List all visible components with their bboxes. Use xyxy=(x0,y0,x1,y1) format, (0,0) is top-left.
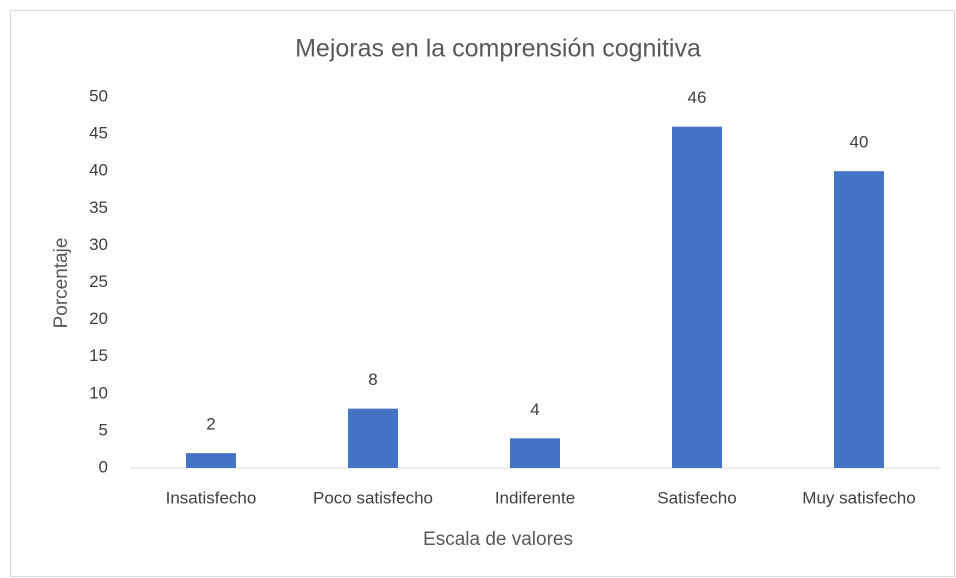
bar xyxy=(186,453,236,468)
y-tick-label: 30 xyxy=(89,235,108,254)
x-tick-label: Muy satisfecho xyxy=(802,488,915,507)
data-label: 46 xyxy=(688,88,707,107)
y-tick-label: 25 xyxy=(89,272,108,291)
chart-border xyxy=(10,10,955,577)
data-label: 8 xyxy=(368,370,377,389)
y-axis-title: Porcentaje xyxy=(51,238,72,329)
x-tick-label: Indiferente xyxy=(495,488,575,507)
x-tick-label: Insatisfecho xyxy=(166,488,257,507)
x-tick-label: Poco satisfecho xyxy=(313,488,433,507)
data-label: 2 xyxy=(206,415,215,434)
bar xyxy=(510,438,560,468)
y-tick-label: 50 xyxy=(89,86,108,105)
y-tick-label: 15 xyxy=(89,346,108,365)
y-tick-label: 45 xyxy=(89,124,108,143)
y-tick-label: 5 xyxy=(99,420,108,439)
y-tick-label: 10 xyxy=(89,383,108,402)
chart-title: Mejoras en la comprensión cognitiva xyxy=(295,35,701,63)
x-axis-title: Escala de valores xyxy=(423,529,573,550)
data-label: 4 xyxy=(530,400,539,419)
bar xyxy=(834,171,884,468)
y-tick-label: 0 xyxy=(99,457,108,476)
data-label: 40 xyxy=(850,133,869,152)
bar xyxy=(672,126,722,469)
x-tick-label: Satisfecho xyxy=(657,488,736,507)
bar xyxy=(348,408,398,468)
y-tick-label: 35 xyxy=(89,198,108,217)
y-tick-label: 40 xyxy=(89,161,108,180)
y-tick-label: 20 xyxy=(89,309,108,328)
